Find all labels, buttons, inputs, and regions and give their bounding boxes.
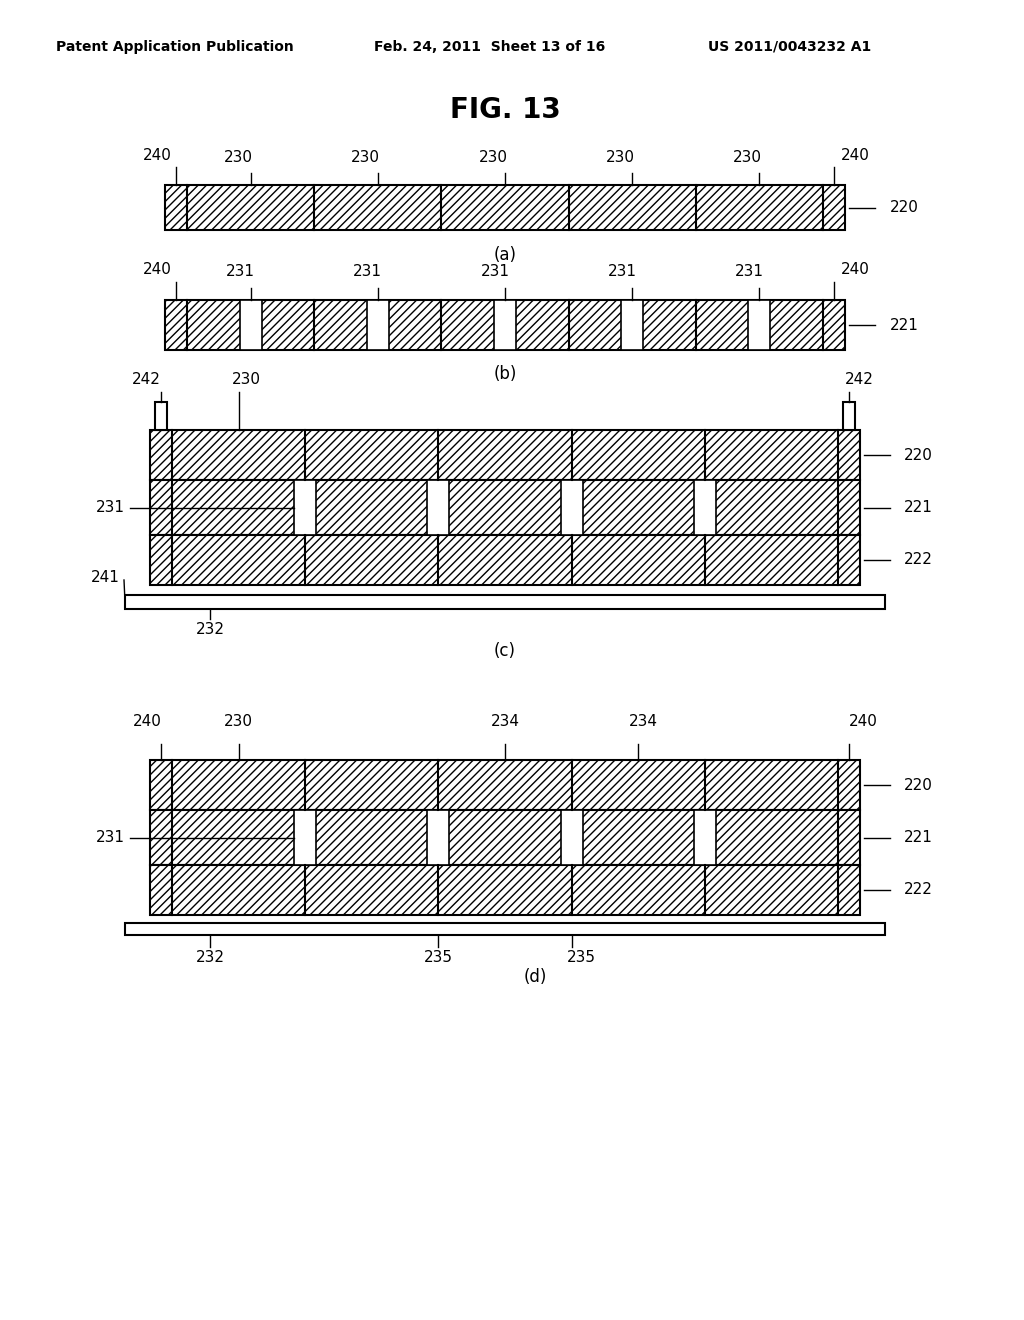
Bar <box>622 300 643 350</box>
Bar <box>427 810 450 865</box>
Text: 240: 240 <box>841 263 869 277</box>
Text: 231: 231 <box>353 264 382 280</box>
Text: Feb. 24, 2011  Sheet 13 of 16: Feb. 24, 2011 Sheet 13 of 16 <box>375 40 605 54</box>
Text: US 2011/0043232 A1: US 2011/0043232 A1 <box>709 40 871 54</box>
Bar <box>749 300 770 350</box>
Text: 220: 220 <box>904 777 933 792</box>
Text: (c): (c) <box>494 642 516 660</box>
Bar <box>125 923 885 935</box>
Bar <box>150 430 860 480</box>
Bar <box>150 480 860 535</box>
Text: 241: 241 <box>90 569 120 585</box>
Text: 221: 221 <box>890 318 919 333</box>
Text: 240: 240 <box>132 714 162 730</box>
Text: 230: 230 <box>224 149 253 165</box>
Bar <box>165 185 845 230</box>
Text: 231: 231 <box>95 500 125 515</box>
Bar <box>150 810 860 865</box>
Text: (a): (a) <box>494 246 516 264</box>
Text: 230: 230 <box>606 149 635 165</box>
Bar <box>150 760 860 810</box>
Bar <box>155 403 167 430</box>
Bar <box>694 480 716 535</box>
Text: 231: 231 <box>735 264 764 280</box>
Text: 242: 242 <box>845 372 873 388</box>
Text: 230: 230 <box>733 149 762 165</box>
Text: 235: 235 <box>567 949 596 965</box>
Bar <box>843 403 855 430</box>
Bar <box>494 300 516 350</box>
Bar <box>694 810 716 865</box>
Bar <box>560 810 583 865</box>
Bar <box>294 810 316 865</box>
Text: 234: 234 <box>490 714 519 730</box>
Text: 242: 242 <box>131 372 161 388</box>
Bar <box>427 480 450 535</box>
Text: 240: 240 <box>142 263 171 277</box>
Bar <box>150 865 860 915</box>
Bar <box>240 300 261 350</box>
Text: 231: 231 <box>607 264 637 280</box>
Text: 221: 221 <box>904 500 933 515</box>
Bar <box>165 300 845 350</box>
Text: 235: 235 <box>424 949 453 965</box>
Text: 230: 230 <box>478 149 508 165</box>
Text: 240: 240 <box>142 148 171 162</box>
Text: 240: 240 <box>841 148 869 162</box>
Text: 230: 230 <box>351 149 380 165</box>
Text: 231: 231 <box>95 830 125 845</box>
Text: 222: 222 <box>904 553 933 568</box>
Text: Patent Application Publication: Patent Application Publication <box>56 40 294 54</box>
Text: (b): (b) <box>494 366 517 383</box>
Text: 220: 220 <box>890 201 919 215</box>
Bar <box>294 480 316 535</box>
Bar <box>367 300 389 350</box>
Bar <box>125 595 885 609</box>
Bar <box>150 535 860 585</box>
Text: 240: 240 <box>849 714 878 730</box>
Text: 231: 231 <box>480 264 510 280</box>
Text: FIG. 13: FIG. 13 <box>450 96 560 124</box>
Text: 234: 234 <box>629 714 657 730</box>
Text: 230: 230 <box>232 372 261 388</box>
Bar <box>560 480 583 535</box>
Text: 220: 220 <box>904 447 933 462</box>
Text: (d): (d) <box>523 968 547 986</box>
Text: 232: 232 <box>196 622 224 636</box>
Text: 231: 231 <box>226 264 255 280</box>
Text: 221: 221 <box>904 830 933 845</box>
Text: 222: 222 <box>904 883 933 898</box>
Text: 232: 232 <box>196 949 224 965</box>
Text: 230: 230 <box>224 714 253 730</box>
